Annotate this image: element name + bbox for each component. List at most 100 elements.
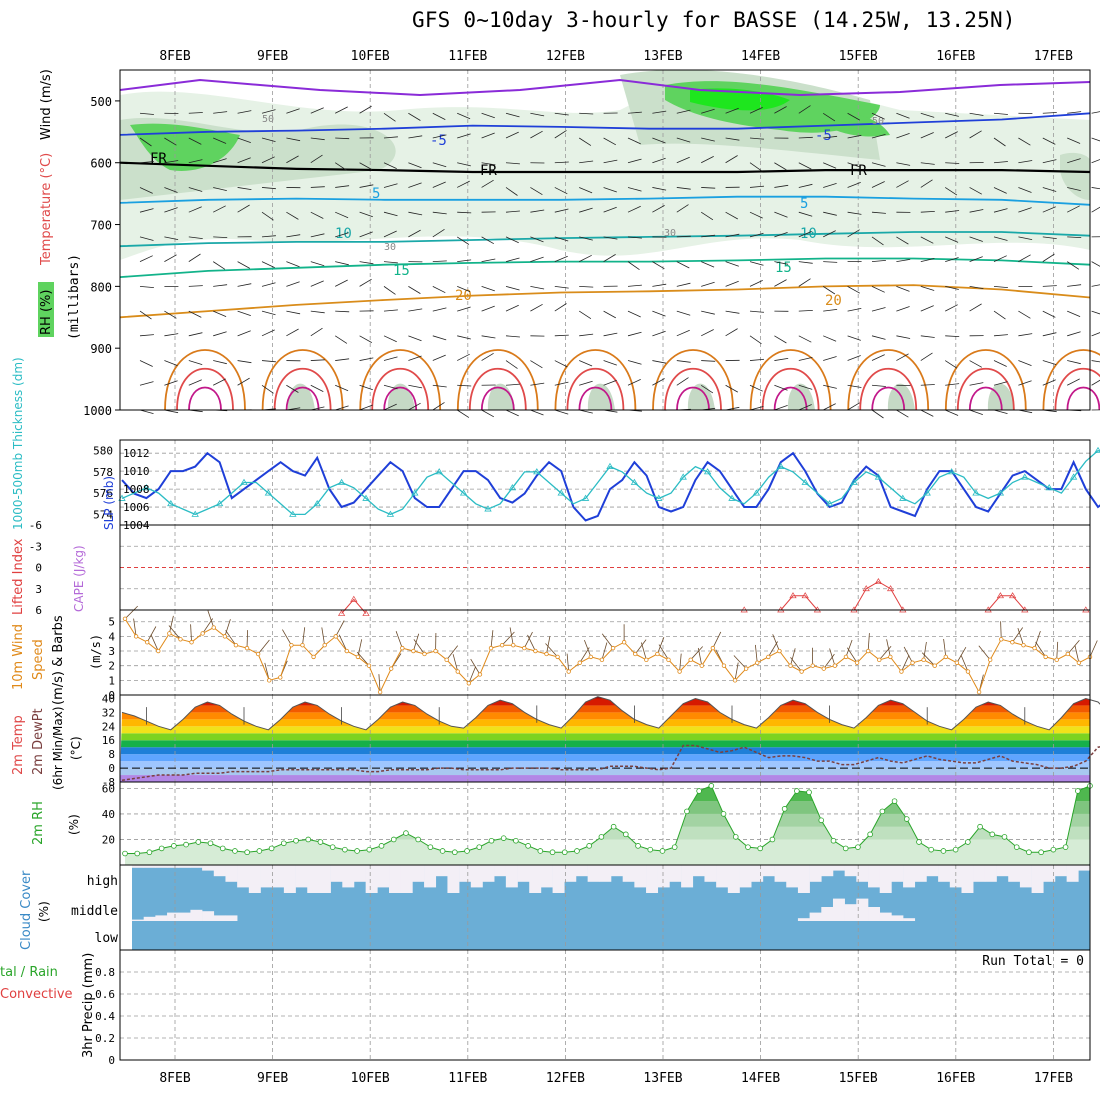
wind-barb	[310, 211, 324, 219]
wind-speed-point	[943, 654, 949, 660]
cloud-high-clear	[961, 865, 974, 893]
wind-barb	[335, 185, 350, 188]
wind-barb	[310, 154, 323, 164]
lifted-index-line	[341, 598, 367, 614]
wind-barb	[457, 162, 471, 167]
wind-speed-point	[633, 651, 638, 657]
temp-axis-label-d: (°C)	[69, 736, 83, 760]
wind-barb	[823, 183, 837, 188]
wind-barb	[920, 211, 935, 213]
wind-speed-point	[156, 648, 161, 654]
wind-barb	[603, 379, 617, 386]
wind-barb	[798, 162, 812, 170]
wind-barb	[554, 409, 569, 415]
wind-barb	[579, 333, 594, 337]
wind-barb	[432, 402, 445, 411]
date-label-top: 15FEB	[839, 49, 878, 64]
boundary-isotherm	[456, 349, 539, 411]
date-label-top: 8FEB	[159, 49, 190, 64]
rh-shade-70	[130, 123, 240, 171]
rh-point	[818, 817, 825, 824]
wind-barb	[993, 112, 1008, 115]
wind-barb	[603, 236, 618, 240]
wind-barb	[749, 310, 764, 313]
wind-barb	[383, 403, 397, 411]
rh-band	[125, 788, 1090, 802]
temp-band	[120, 698, 1090, 706]
wind-barb	[871, 162, 886, 167]
wind-speed-point	[799, 669, 804, 674]
wind-barb	[505, 409, 519, 417]
cloud-middle-clear	[809, 912, 822, 921]
date-label-top: 14FEB	[741, 49, 780, 64]
cloud-high-clear	[891, 865, 904, 882]
wind-barb	[432, 335, 447, 341]
wind-barb	[1067, 310, 1081, 317]
wind-barb	[530, 360, 543, 369]
wind-speed-point	[1065, 651, 1071, 657]
wind-barb	[213, 378, 226, 386]
rh-point	[403, 830, 409, 836]
wind-barb	[530, 236, 544, 243]
wind-barb	[798, 310, 813, 312]
wind-barb	[749, 261, 764, 266]
isotherm-label: 5	[372, 186, 380, 202]
wind-barb	[261, 360, 276, 363]
wind-barb-10m	[225, 630, 237, 646]
wind-speed-point	[743, 666, 749, 671]
rh-point	[732, 834, 739, 840]
wind-barb	[432, 211, 447, 215]
wind-barb-10m	[378, 674, 381, 693]
temp-tick-label: 24	[102, 720, 116, 733]
wind-speed-point	[1021, 642, 1026, 648]
wind-speed-point	[455, 669, 460, 674]
boundary-isotherm	[847, 349, 930, 411]
wind-barb-10m	[657, 637, 665, 655]
wind-barb	[383, 335, 397, 343]
wind-barb	[164, 254, 177, 262]
lifted-index-line	[853, 581, 904, 611]
cloud-high-clear	[143, 865, 156, 868]
cloud-layer-label: high	[87, 874, 118, 889]
wind-barb	[652, 137, 666, 144]
wind-barb	[383, 112, 396, 122]
wind-speed-point	[122, 616, 128, 621]
wind-barb	[749, 358, 764, 361]
wind-barb	[969, 130, 982, 139]
wind-speed-point	[610, 645, 616, 651]
cloud-high-clear	[225, 865, 238, 882]
rh-point	[122, 850, 128, 857]
rh-band	[125, 801, 1090, 814]
cloud-high-clear	[190, 865, 203, 868]
wind-barb	[896, 162, 911, 166]
wind-barb	[554, 112, 569, 116]
precip-total-legend: tal / Rain	[0, 965, 58, 980]
wind-speed-point	[899, 669, 904, 674]
wind-barb	[579, 285, 594, 288]
wind-barb	[749, 185, 764, 188]
lifted-tick-label: 0	[35, 562, 42, 575]
wind-barb	[1067, 187, 1081, 191]
wind-speed-point	[511, 642, 516, 648]
wind-barb	[579, 160, 594, 164]
wind-barb	[505, 257, 520, 263]
wind-barb	[359, 335, 372, 343]
thickness-marker	[972, 489, 980, 496]
wind-barb	[676, 329, 690, 337]
wind-barb	[993, 310, 1006, 320]
wind-barb	[676, 310, 691, 316]
wind-barb	[359, 404, 373, 411]
wind-barb	[383, 356, 398, 361]
wind-speed-point	[965, 669, 971, 674]
wind-barb	[139, 187, 153, 194]
isotherm--5	[119, 112, 1091, 136]
wind-barb-10m	[302, 627, 306, 646]
cloud-high-clear	[529, 865, 542, 893]
rh-point	[415, 836, 421, 843]
wind-barb	[530, 130, 543, 139]
wind-barb	[261, 235, 276, 238]
wind-barb	[530, 409, 544, 416]
wind-barb	[335, 279, 348, 287]
wind-barb	[725, 211, 738, 220]
wind-barb-10m	[823, 653, 835, 669]
